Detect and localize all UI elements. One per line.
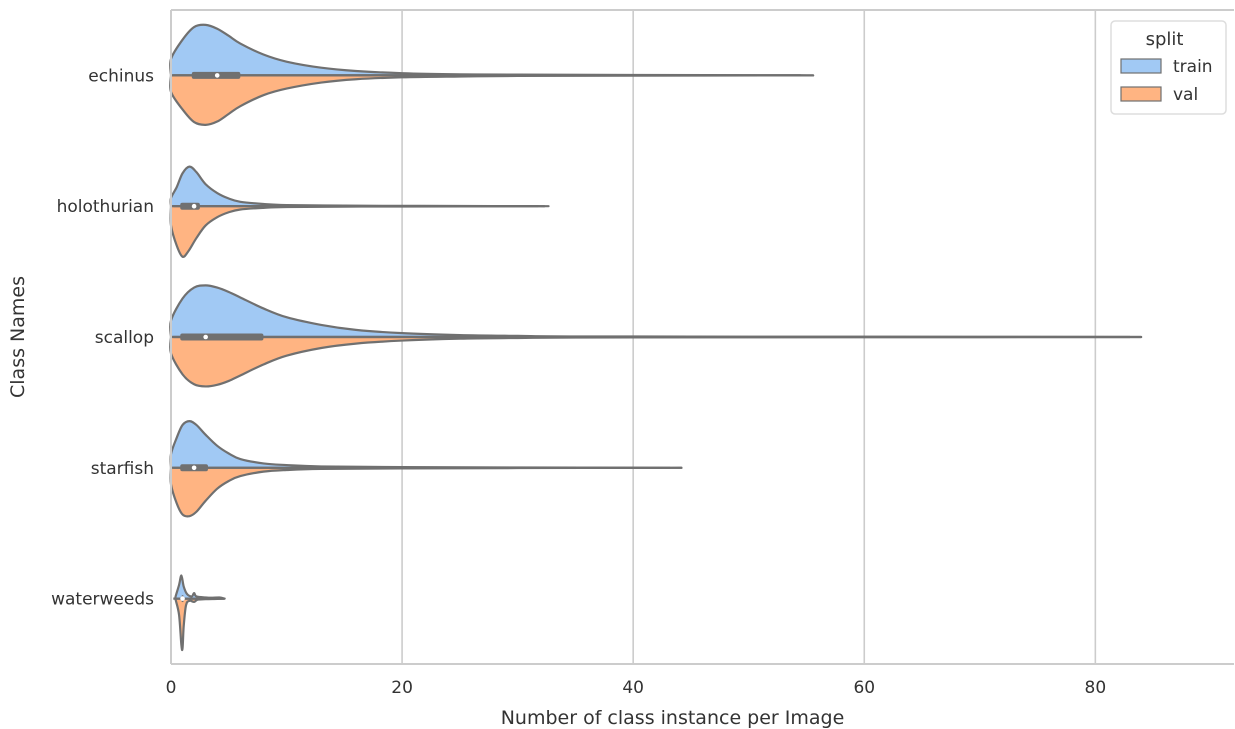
y-axis-title: Class Names (7, 276, 29, 398)
violin-box (180, 333, 264, 341)
violin-median (203, 334, 208, 340)
violin-waterweeds (173, 574, 226, 652)
violin-val-half (174, 597, 226, 652)
legend-swatch-val (1120, 86, 1162, 102)
x-tick-label: 0 (166, 678, 177, 698)
violin-median (191, 203, 197, 209)
violin-val-half (169, 466, 683, 518)
violin-val-half (169, 74, 815, 126)
violin-scallop (169, 284, 1143, 388)
violin-echinus (169, 23, 815, 126)
y-tick-label: scallop (95, 328, 154, 348)
x-tick-label: 60 (853, 678, 875, 698)
violin-holothurian (169, 165, 550, 258)
violins (169, 23, 1143, 652)
y-tick-label: waterweeds (51, 590, 154, 610)
axes (170, 9, 1234, 665)
violin-box (180, 202, 200, 210)
violin-median (180, 596, 185, 601)
legend-title: split (1146, 29, 1184, 50)
x-tick-label: 80 (1085, 678, 1107, 698)
legend: split train val (1110, 20, 1227, 115)
legend-swatch-train (1120, 58, 1162, 74)
violin-median (214, 73, 220, 78)
legend-label-train: train (1173, 57, 1213, 77)
x-axis-title: Number of class instance per Image (501, 707, 845, 729)
y-tick-label: holothurian (57, 197, 154, 217)
legend-entries: train val (1120, 57, 1213, 105)
x-tick-label: 20 (391, 678, 413, 698)
y-tick-label: echinus (88, 66, 154, 86)
legend-label-val: val (1173, 85, 1198, 105)
x-tick-labels: 0 20 40 60 80 (166, 678, 1107, 698)
violin-train-half (169, 23, 815, 77)
violin-median (191, 465, 197, 471)
violin-train-half (169, 420, 683, 469)
violin-train-half (169, 165, 546, 208)
violin-val-half (169, 335, 1143, 388)
y-tick-label: starfish (91, 459, 154, 479)
x-tick-label: 40 (622, 678, 644, 698)
y-tick-labels: echinus holothurian scallop starfish waterwe… (51, 66, 154, 609)
violin-val-half (169, 205, 550, 258)
violin-train-half (169, 284, 1143, 339)
violin-starfish (169, 420, 683, 518)
